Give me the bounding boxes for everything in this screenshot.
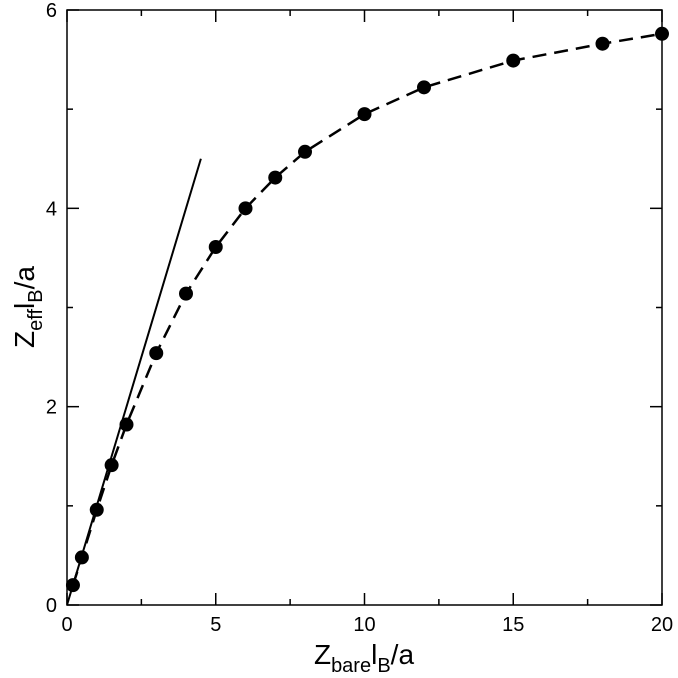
data-point (357, 107, 372, 122)
tick-labels-layer: 0 5 10 15 20 0 2 4 6 (46, 0, 673, 636)
y-tick-label: 0 (46, 595, 57, 617)
axis-title-subscript: bare (331, 655, 371, 677)
data-point (179, 286, 193, 301)
x-tick-label: 20 (651, 614, 673, 636)
axis-title-part: /a (391, 639, 415, 670)
axis-title-subscript: eff (25, 309, 47, 331)
data-point (595, 36, 610, 51)
reference-line (67, 158, 202, 605)
axis-title-part: /a (9, 266, 40, 290)
x-tick-label: 0 (61, 614, 72, 636)
data-point (149, 346, 164, 361)
data-point (238, 201, 253, 216)
y-axis-title: ZefflB/a (9, 266, 47, 348)
x-tick-label: 5 (210, 614, 221, 636)
y-tick-label: 6 (46, 0, 57, 22)
ticks-layer (66, 9, 663, 606)
axis-title-part: Z (314, 639, 331, 670)
data-point (268, 170, 283, 185)
data-point (298, 144, 312, 159)
axis-title-part: l (371, 639, 377, 670)
y-tick-label: 4 (46, 198, 57, 220)
axis-title-part: l (9, 303, 40, 309)
x-tick-label: 10 (353, 614, 375, 636)
x-tick-label: 15 (502, 614, 524, 636)
data-point (417, 80, 431, 95)
axis-title-subscript: B (377, 655, 390, 677)
x-axis-title: ZbarelB/a (314, 639, 414, 677)
series-layer (65, 26, 669, 605)
data-point (655, 26, 669, 41)
data-point (208, 240, 223, 255)
axis-title-subscript: B (25, 289, 47, 302)
axis-title-part: Z (9, 331, 40, 348)
data-point (506, 53, 521, 68)
data-point (89, 502, 104, 517)
y-tick-label: 2 (46, 397, 57, 419)
